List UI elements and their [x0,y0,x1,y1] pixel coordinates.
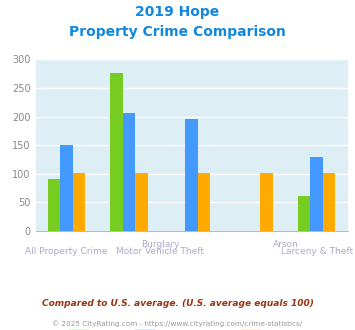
Text: Larceny & Theft: Larceny & Theft [280,247,353,256]
Text: Burglary: Burglary [141,240,180,249]
Bar [185,119,198,231]
Text: Property Crime Comparison: Property Crime Comparison [69,25,286,39]
Legend: Hope, New Mexico, National: Hope, New Mexico, National [64,326,320,330]
Bar [323,173,335,231]
Bar [198,173,211,231]
Text: © 2025 CityRating.com - https://www.cityrating.com/crime-statistics/: © 2025 CityRating.com - https://www.city… [53,320,302,327]
Bar [48,179,60,231]
Bar [73,173,86,231]
Text: Arson: Arson [273,240,298,249]
Bar [310,157,323,231]
Text: Compared to U.S. average. (U.S. average equals 100): Compared to U.S. average. (U.S. average … [42,299,313,308]
Text: 2019 Hope: 2019 Hope [135,5,220,19]
Text: All Property Crime: All Property Crime [26,247,108,256]
Bar [261,173,273,231]
Bar [123,113,136,231]
Bar [60,145,73,231]
Bar [298,196,310,231]
Bar [136,173,148,231]
Text: Motor Vehicle Theft: Motor Vehicle Theft [116,247,204,256]
Bar [110,73,123,231]
